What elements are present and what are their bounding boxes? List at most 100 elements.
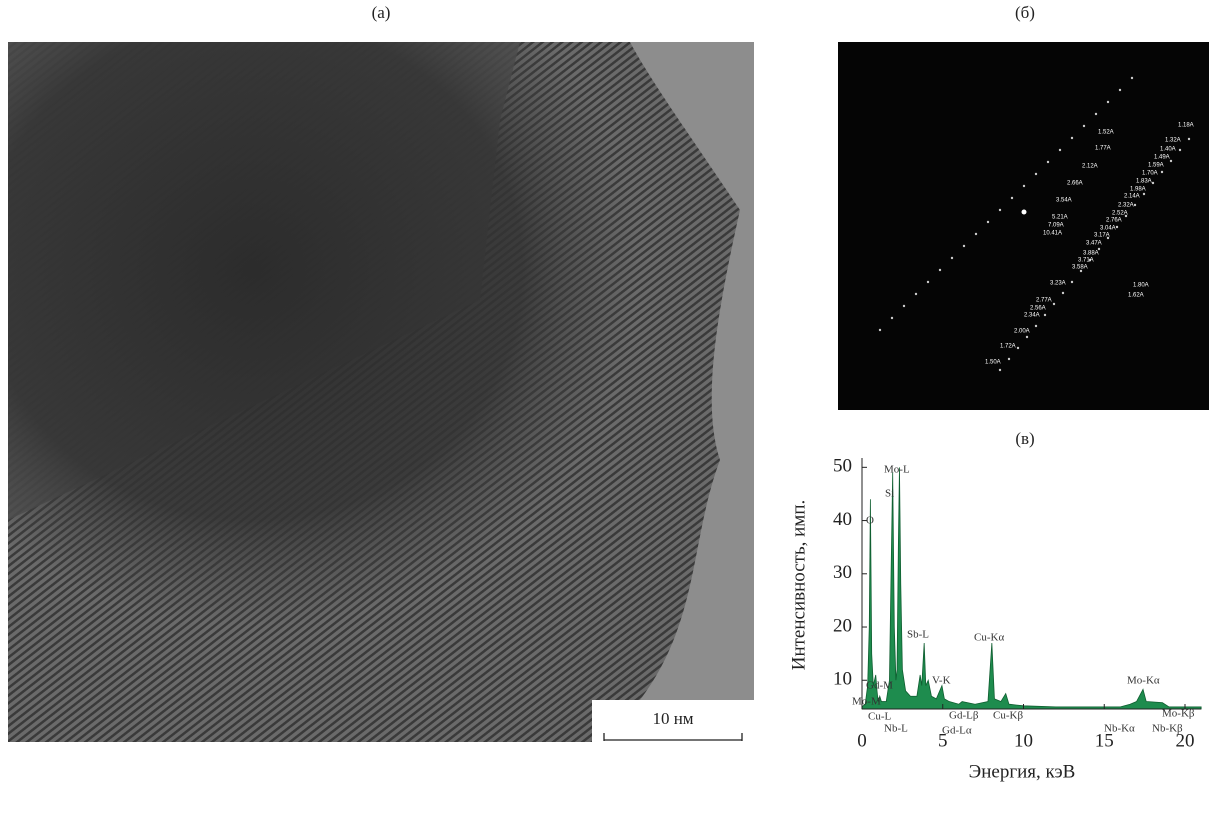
fft-label: 5.21A bbox=[1052, 215, 1068, 221]
fft-label: 1.32A bbox=[1165, 138, 1181, 144]
fft-label: 3.58A bbox=[1072, 265, 1088, 271]
fft-label: 1.70A bbox=[1142, 171, 1158, 177]
fft-label: 1.52A bbox=[1098, 130, 1114, 136]
fft-label: 2.56A bbox=[1030, 306, 1046, 312]
fft-spot bbox=[1160, 170, 1164, 174]
fft-spot bbox=[1088, 258, 1092, 262]
fft-label: 1.62A bbox=[1128, 293, 1144, 299]
fft-label: 2.32A bbox=[1118, 203, 1134, 209]
fft-spot bbox=[878, 328, 882, 332]
fft-spot bbox=[1061, 291, 1065, 295]
fft-spot bbox=[1118, 88, 1122, 92]
spectrum-area bbox=[861, 467, 1202, 710]
y-axis-label: Интенсивность, имп. bbox=[788, 500, 809, 671]
fft-label: 3.54A bbox=[1056, 198, 1072, 204]
fft-spot bbox=[1025, 335, 1029, 339]
fft-spot bbox=[986, 220, 990, 224]
fft-label: 2.52A bbox=[1112, 211, 1128, 217]
peak-label: Nb-Kβ bbox=[1152, 723, 1183, 735]
fft-label: 1.77A bbox=[1095, 146, 1111, 152]
fft-spot bbox=[1022, 184, 1026, 188]
x-tick-label: 20 bbox=[1176, 730, 1195, 751]
fft-spot bbox=[1010, 196, 1014, 200]
fft-spot bbox=[1082, 124, 1086, 128]
fft-label: 3.17A bbox=[1094, 233, 1110, 239]
fft-label: 1.59A bbox=[1148, 163, 1164, 169]
fft-image: 1.52A 1.77A 2.12A 2.66A 3.54A 5.21A 7.09A 10.41… bbox=[838, 42, 1209, 410]
fft-label: 7.09A bbox=[1048, 223, 1064, 229]
fft-spot bbox=[998, 368, 1002, 372]
fft-label: 2.00A bbox=[1014, 329, 1030, 335]
panel-label: (в) bbox=[1015, 429, 1034, 448]
fft-label: 2.34A bbox=[1024, 313, 1040, 319]
fft-spot bbox=[1046, 160, 1050, 164]
fft-label: 3.47A bbox=[1086, 241, 1102, 247]
fft-label: 2.12A bbox=[1082, 164, 1098, 170]
peak-label: O bbox=[866, 515, 874, 527]
fft-spot bbox=[1034, 172, 1038, 176]
fft-label: 2.66A bbox=[1067, 181, 1083, 187]
fft-label: 3.04A bbox=[1100, 226, 1116, 232]
peak-label: Gd-M bbox=[866, 680, 893, 692]
fft-spot bbox=[1070, 280, 1074, 284]
y-tick-label: 30 bbox=[833, 562, 852, 583]
x-axis-label: Энергия, кэВ bbox=[969, 761, 1076, 782]
fft-spot bbox=[950, 256, 954, 260]
fft-spot bbox=[1115, 225, 1119, 229]
fft-label: 1.40A bbox=[1160, 147, 1176, 153]
peak-label: Cu-Kβ bbox=[993, 710, 1023, 722]
fft-spot bbox=[902, 304, 906, 308]
fft-label: 3.88A bbox=[1083, 251, 1099, 257]
fft-spot bbox=[1052, 302, 1056, 306]
y-tick-label: 10 bbox=[833, 669, 852, 690]
fft-spot bbox=[1097, 247, 1101, 251]
fft-spot bbox=[1070, 136, 1074, 140]
fft-spot bbox=[1034, 324, 1038, 328]
y-tick-label: 50 bbox=[833, 456, 852, 477]
peak-label: Cu-Kα bbox=[974, 632, 1004, 644]
fft-spot bbox=[1079, 269, 1083, 273]
fft-label: 1.49A bbox=[1154, 155, 1170, 161]
peak-label: Mo-Kα bbox=[1127, 675, 1160, 687]
fft-spot bbox=[1151, 181, 1155, 185]
x-tick-label: 5 bbox=[938, 730, 948, 751]
peak-label: Nb-L bbox=[884, 723, 908, 735]
fft-spot bbox=[1130, 76, 1134, 80]
y-tick-label: 20 bbox=[833, 615, 852, 636]
fft-spot bbox=[1106, 100, 1110, 104]
fft-label: 3.71A bbox=[1078, 258, 1094, 264]
fft-spot bbox=[938, 268, 942, 272]
fft-spot bbox=[1016, 346, 1020, 350]
fft-label: 2.76A bbox=[1106, 218, 1122, 224]
peak-label: Mo-L bbox=[884, 464, 910, 476]
fft-spot bbox=[1178, 148, 1182, 152]
fft-label: 1.80A bbox=[1133, 283, 1149, 289]
fft-spot bbox=[914, 292, 918, 296]
spectrum-chart: 10 20 30 40 50 0 5 10 15 20 Энергия, кэВ Интенсивно… bbox=[788, 456, 1202, 782]
fft-label: 1.98A bbox=[1130, 187, 1146, 193]
peak-label: Gd-Lβ bbox=[949, 710, 979, 722]
x-tick-label: 0 bbox=[857, 730, 867, 751]
fft-label: 10.41A bbox=[1043, 231, 1062, 237]
fft-label: 1.18A bbox=[1178, 123, 1194, 129]
y-tick-label: 40 bbox=[833, 509, 852, 530]
fft-label: 1.50A bbox=[985, 360, 1001, 366]
fft-spot bbox=[890, 316, 894, 320]
fft-spot bbox=[926, 280, 930, 284]
fft-spot bbox=[1043, 313, 1047, 317]
peak-label: Mo-Kβ bbox=[1162, 708, 1195, 720]
fft-spot bbox=[974, 232, 978, 236]
fft-spot bbox=[1058, 148, 1062, 152]
fft-label: 1.83A bbox=[1136, 179, 1152, 185]
peak-label: Nb-Kα bbox=[1104, 723, 1135, 735]
fft-spot bbox=[1124, 214, 1128, 218]
tem-image: 10 нм bbox=[8, 42, 758, 742]
fft-spot bbox=[1094, 112, 1098, 116]
fft-spot bbox=[998, 208, 1002, 212]
fft-spot bbox=[1021, 209, 1027, 215]
fft-spot bbox=[1007, 357, 1011, 361]
peak-label: Mo-M bbox=[852, 696, 881, 708]
peak-label: Gd-Lα bbox=[942, 725, 972, 737]
